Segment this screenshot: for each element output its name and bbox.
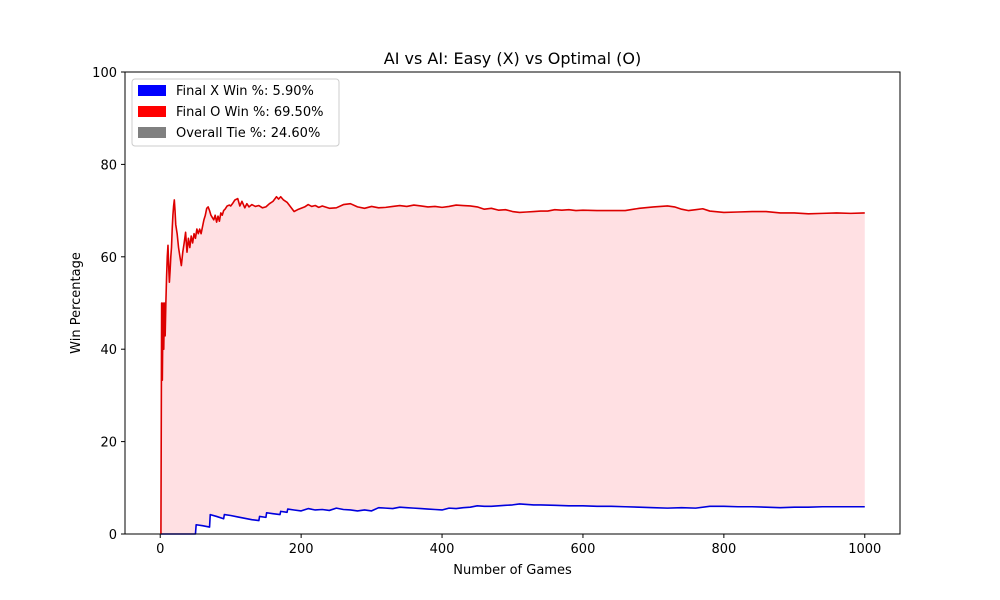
legend: Final X Win %: 5.90% Final O Win %: 69.50… <box>131 78 340 147</box>
y-tick-label: 40 <box>100 343 117 358</box>
legend-label: Overall Tie %: 24.60% <box>176 126 320 141</box>
y-tick-label: 60 <box>100 251 117 266</box>
y-tick-label: 0 <box>109 528 117 543</box>
y-axis: 0 20 40 60 80 100 <box>92 66 125 543</box>
legend-label: Final X Win %: 5.90% <box>176 84 314 99</box>
y-tick-label: 100 <box>92 66 117 81</box>
tie-fill-area <box>160 196 865 535</box>
y-tick-label: 20 <box>100 436 117 451</box>
series-lines <box>160 195 865 535</box>
x-tick-label: 800 <box>711 542 736 557</box>
legend-swatch <box>138 127 166 138</box>
tie-fill-path <box>160 196 865 535</box>
legend-swatch <box>138 106 166 117</box>
x-tick-label: 600 <box>571 542 596 557</box>
x-tick-label: 1000 <box>848 542 881 557</box>
legend-label: Final O Win %: 69.50% <box>176 105 323 120</box>
x-tick-label: 200 <box>289 542 314 557</box>
y-axis-label: Win Percentage <box>69 252 84 354</box>
x-tick-label: 0 <box>156 542 164 557</box>
x-axis-label: Number of Games <box>453 563 572 578</box>
x-tick-label: 400 <box>430 542 455 557</box>
x-win-line <box>160 503 865 535</box>
o-win-line <box>160 195 865 535</box>
legend-swatch <box>138 85 166 96</box>
x-axis: 0 200 400 600 800 1000 <box>156 534 881 557</box>
y-tick-label: 80 <box>100 158 117 173</box>
plot-frame <box>124 71 901 535</box>
chart-title: AI vs AI: Easy (X) vs Optimal (O) <box>384 49 641 68</box>
legend-box <box>131 78 340 147</box>
